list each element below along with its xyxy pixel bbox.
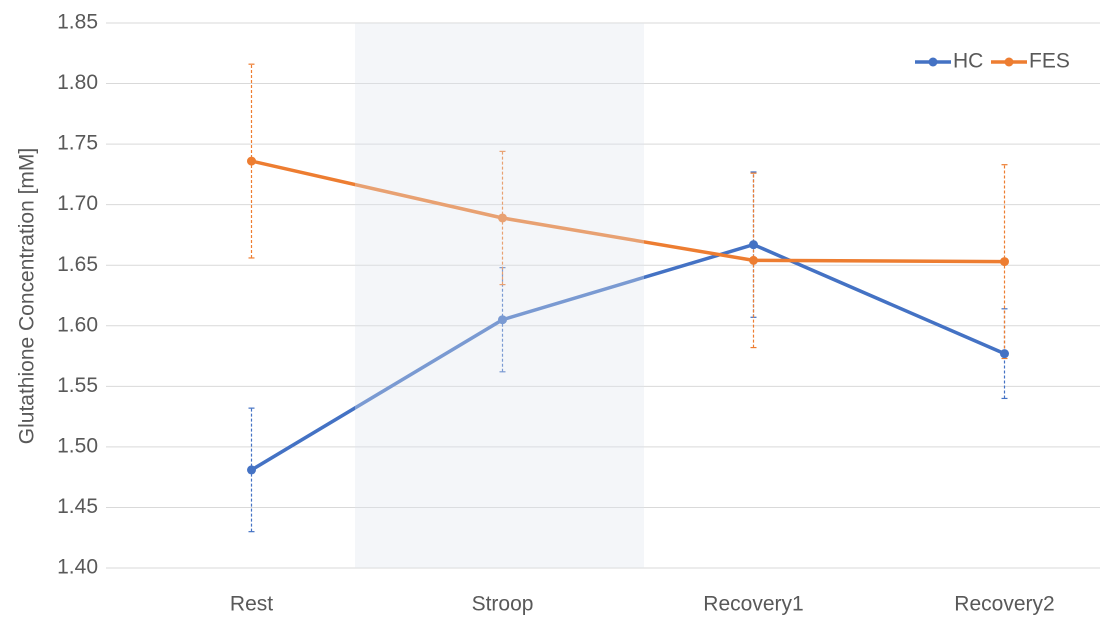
error-bar [1001,308,1008,400]
data-point [247,465,256,475]
legend-label: HC [953,50,983,73]
y-tick-label: 1.70 [57,192,98,215]
series-line [251,159,1005,264]
legend-label: FES [1029,50,1070,73]
legend-marker [1004,57,1014,67]
series-line [250,242,1006,472]
data-point [749,240,758,250]
phase-shade [355,23,644,568]
legend-marker [928,57,938,67]
data-point [247,156,256,166]
x-tick-label: Recovery1 [703,593,803,616]
x-tick-label: Rest [230,593,273,616]
y-tick-label: 1.80 [57,71,98,94]
y-axis-label: Glutathione Concentration [mM] [16,148,39,444]
y-tick-label: 1.55 [57,374,98,397]
data-point [498,315,507,325]
data-point [498,213,507,223]
y-tick-label: 1.40 [57,556,98,579]
data-point [1000,349,1009,359]
data-point [749,255,758,265]
x-tick-label: Stroop [472,593,534,616]
y-tick-label: 1.45 [57,495,98,518]
data-point [1000,257,1009,267]
x-tick-label: Recovery2 [954,593,1054,616]
y-tick-label: 1.50 [57,434,98,457]
y-tick-label: 1.85 [57,11,98,34]
y-tick-label: 1.60 [57,313,98,336]
y-tick-label: 1.65 [57,253,98,276]
y-tick-label: 1.75 [57,132,98,155]
